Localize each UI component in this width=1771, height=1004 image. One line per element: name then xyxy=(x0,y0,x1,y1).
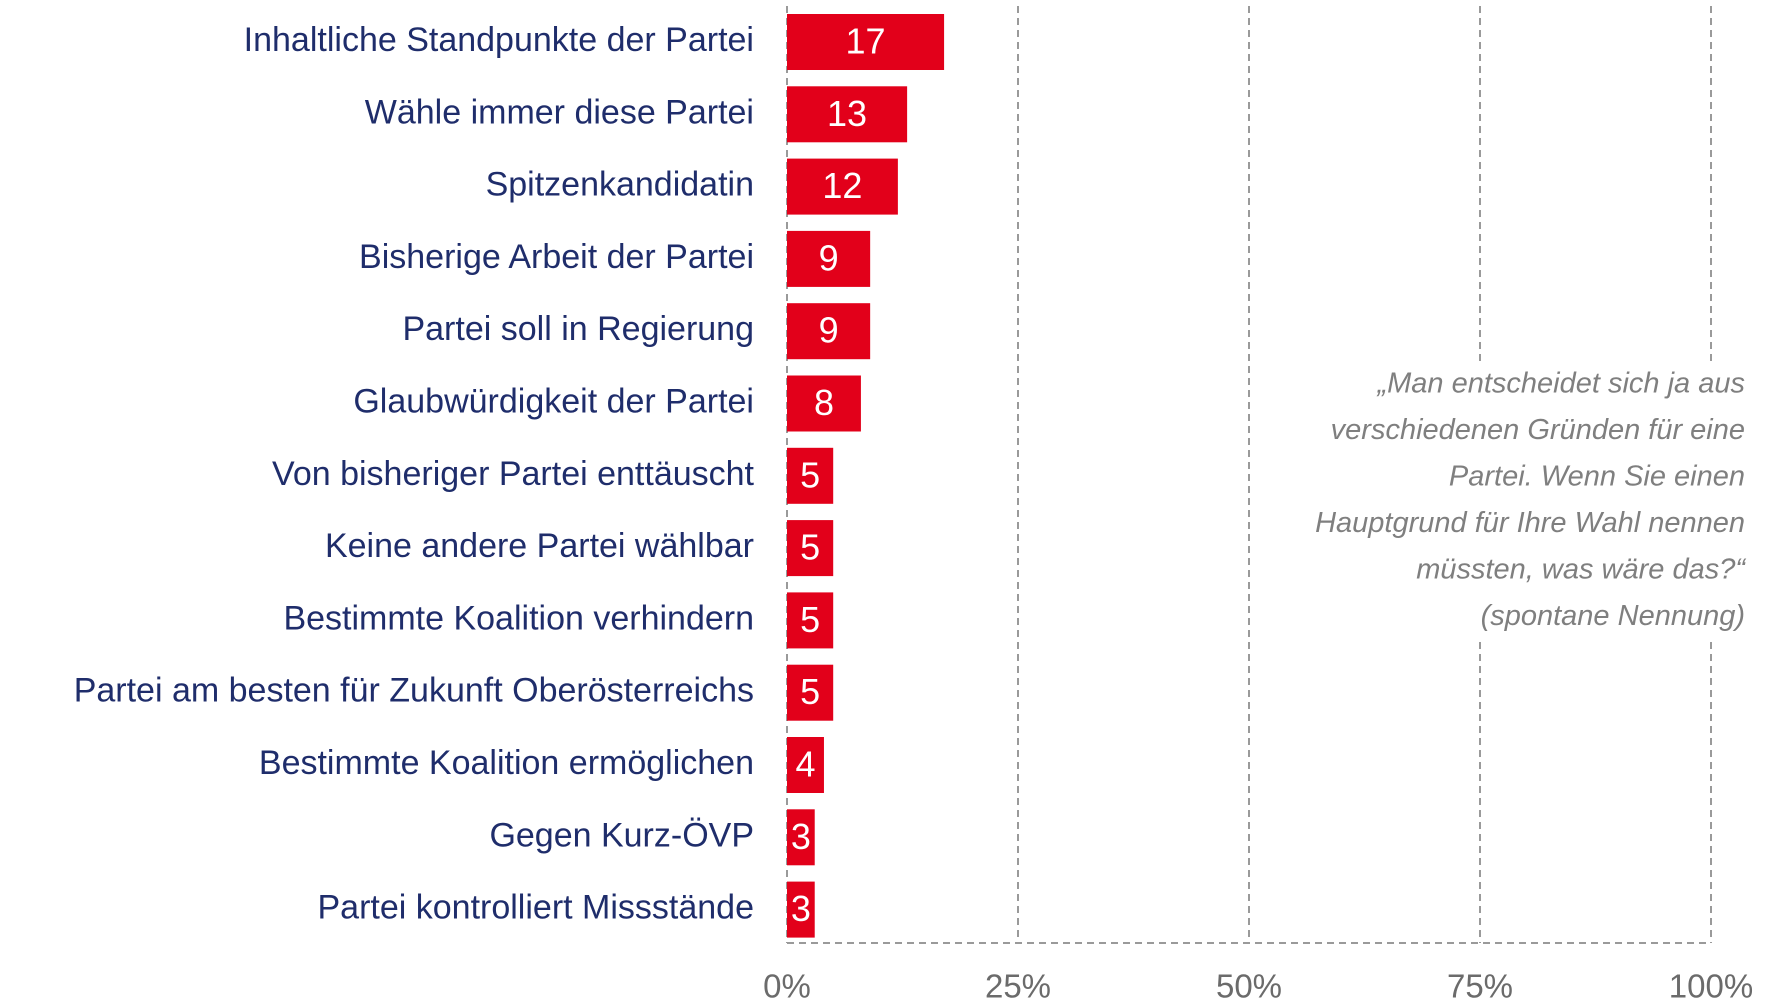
annotation: (spontane Nennung) xyxy=(1481,600,1745,632)
category-label: Spitzenkandidatin xyxy=(486,166,754,204)
annotation: verschiedenen Gründen für eine xyxy=(1331,414,1745,446)
category-label: Bestimmte Koalition verhindern xyxy=(283,599,754,637)
category-label: Von bisheriger Partei enttäuscht xyxy=(272,455,755,493)
x-tick-label: 100% xyxy=(1669,968,1753,1004)
category-label: Partei soll in Regierung xyxy=(402,310,754,348)
value-label: 3 xyxy=(791,888,811,929)
x-tick-label: 50% xyxy=(1216,968,1282,1004)
value-label: 17 xyxy=(846,21,886,62)
bar xyxy=(787,737,824,793)
category-label: Wähle immer diese Partei xyxy=(365,93,754,131)
value-label: 9 xyxy=(819,237,839,278)
category-label: Bestimmte Koalition ermöglichen xyxy=(259,744,754,782)
bar xyxy=(787,375,861,432)
value-label: 5 xyxy=(800,454,820,495)
annotation: müssten, was wäre das?“ xyxy=(1416,554,1746,586)
category-label: Partei am besten für Zukunft Oberösterre… xyxy=(74,672,754,710)
value-label: 3 xyxy=(791,816,811,857)
value-label: 5 xyxy=(800,527,820,568)
bar xyxy=(787,664,834,721)
annotation: „Man entscheidet sich ja aus xyxy=(1376,368,1745,400)
value-label: 12 xyxy=(822,165,862,206)
value-label: 9 xyxy=(819,310,839,351)
value-label: 5 xyxy=(800,599,820,640)
value-label: 13 xyxy=(827,93,867,134)
category-label: Inhaltliche Standpunkte der Partei xyxy=(244,21,754,59)
x-tick-label: 0% xyxy=(763,968,811,1004)
bar xyxy=(787,14,945,70)
category-label: Bisherige Arbeit der Partei xyxy=(359,238,754,276)
category-label: Partei kontrolliert Missstände xyxy=(317,889,754,927)
category-label: Keine andere Partei wählbar xyxy=(325,527,754,565)
bar xyxy=(787,809,815,866)
annotation: Hauptgrund für Ihre Wahl nennen xyxy=(1315,507,1745,539)
x-tick-label: 25% xyxy=(985,968,1051,1004)
bar xyxy=(787,303,871,360)
category-label: Glaubwürdigkeit der Partei xyxy=(353,382,754,420)
bar xyxy=(787,881,815,938)
bar xyxy=(787,447,834,504)
bar xyxy=(787,520,834,577)
bar xyxy=(787,230,871,287)
category-label: Gegen Kurz-ÖVP xyxy=(489,816,754,854)
value-label: 4 xyxy=(795,744,815,785)
annotation-background xyxy=(1260,362,1771,640)
bar xyxy=(787,158,898,215)
bar xyxy=(787,86,908,143)
bar xyxy=(787,592,834,649)
annotation: Partei. Wenn Sie einen xyxy=(1449,461,1745,493)
value-label: 5 xyxy=(800,671,820,712)
x-tick-label: 75% xyxy=(1447,968,1513,1004)
value-label: 8 xyxy=(814,382,834,423)
